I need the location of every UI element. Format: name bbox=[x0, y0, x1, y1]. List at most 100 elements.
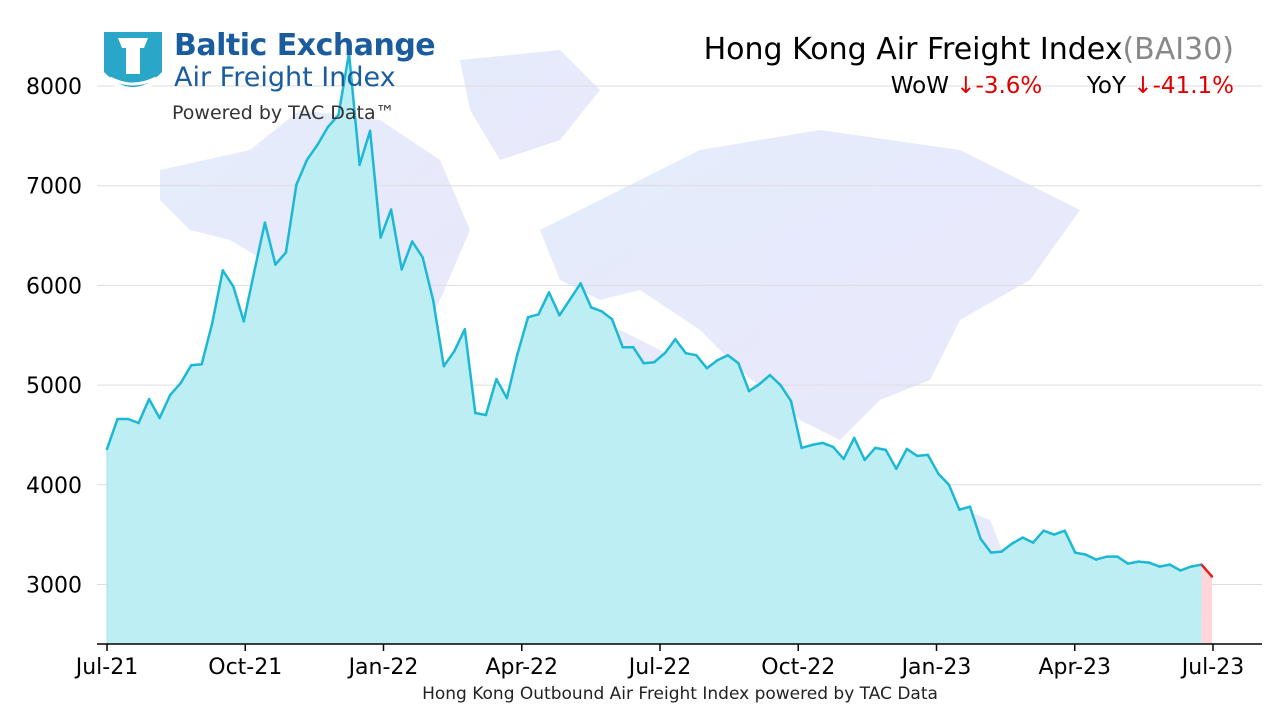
data-point bbox=[969, 505, 971, 508]
series-area-fill bbox=[107, 53, 1202, 645]
data-point bbox=[548, 291, 550, 294]
series-segment bbox=[379, 208, 393, 239]
series-segment bbox=[358, 129, 372, 167]
series-segment bbox=[1147, 561, 1161, 568]
series-segment bbox=[705, 358, 719, 370]
series-segment bbox=[810, 441, 824, 447]
series-segment bbox=[610, 318, 624, 349]
series-segment bbox=[158, 393, 172, 420]
y-tick-label: 5000 bbox=[26, 374, 82, 399]
latest-change-segment bbox=[1200, 563, 1214, 578]
data-point bbox=[1179, 569, 1182, 572]
series-segment bbox=[758, 373, 772, 386]
series-segment bbox=[579, 282, 593, 309]
data-point bbox=[316, 144, 319, 146]
data-point bbox=[264, 221, 266, 224]
series-segment bbox=[873, 446, 888, 452]
data-point bbox=[495, 378, 498, 380]
series-segment bbox=[137, 397, 151, 425]
series-segment bbox=[926, 453, 940, 476]
series-segment bbox=[1116, 555, 1130, 565]
series-segment bbox=[505, 352, 519, 400]
series-segment bbox=[295, 158, 309, 186]
series-segment bbox=[726, 353, 740, 365]
y-tick-label: 7000 bbox=[26, 175, 82, 200]
data-point bbox=[432, 299, 435, 302]
x-tick-label: Jan-22 bbox=[347, 655, 419, 680]
chart-header: Hong Kong Air Freight Index(BAI30) WoW ↓… bbox=[704, 32, 1234, 99]
series-segment bbox=[474, 411, 488, 417]
series-segment bbox=[1179, 565, 1193, 572]
data-point bbox=[779, 384, 782, 386]
series-segment bbox=[516, 316, 530, 356]
data-point bbox=[706, 367, 708, 370]
yoy-label: YoY bbox=[1086, 73, 1127, 99]
data-point bbox=[590, 306, 592, 309]
x-tick-label: Apr-23 bbox=[1038, 655, 1111, 680]
data-point bbox=[1063, 529, 1066, 532]
series-segment bbox=[1000, 542, 1014, 553]
latest-data-point bbox=[1211, 575, 1213, 578]
data-point bbox=[863, 459, 866, 461]
series-segment bbox=[526, 313, 540, 319]
series-segment bbox=[1084, 553, 1098, 561]
data-point bbox=[895, 468, 898, 470]
data-point bbox=[853, 437, 855, 439]
wow-label: WoW bbox=[890, 73, 949, 99]
x-tick-label: Jan-23 bbox=[900, 655, 972, 680]
data-point bbox=[1095, 558, 1097, 561]
series-segment bbox=[1021, 536, 1035, 544]
data-point bbox=[158, 417, 161, 419]
series-segment bbox=[989, 550, 1003, 554]
data-point bbox=[106, 448, 108, 450]
data-point bbox=[990, 551, 992, 554]
series-segment bbox=[495, 377, 509, 400]
data-point bbox=[579, 282, 582, 285]
series-segment bbox=[442, 349, 456, 368]
series-segment bbox=[695, 353, 709, 370]
series-segment bbox=[179, 363, 193, 385]
series-segment bbox=[389, 208, 403, 271]
y-tick-label: 4000 bbox=[26, 474, 82, 499]
data-point bbox=[1116, 555, 1119, 558]
series-segment bbox=[958, 505, 972, 511]
series-segment bbox=[126, 417, 140, 425]
data-point bbox=[200, 363, 203, 366]
lighthouse-icon bbox=[104, 32, 162, 91]
series-segment bbox=[1010, 536, 1024, 545]
baltic-exchange-logo: Baltic Exchange Air Freight Index Powere… bbox=[100, 28, 436, 128]
data-point bbox=[1106, 555, 1108, 558]
data-point bbox=[695, 354, 698, 357]
series-segment bbox=[884, 448, 898, 471]
series-segment bbox=[852, 436, 866, 462]
data-point bbox=[821, 442, 824, 444]
data-point bbox=[790, 400, 792, 402]
data-point bbox=[116, 418, 119, 420]
data-point bbox=[832, 446, 834, 448]
series-segment bbox=[368, 129, 382, 239]
series-segment bbox=[1031, 529, 1045, 544]
series-segment bbox=[979, 537, 993, 554]
series-segment bbox=[674, 337, 688, 355]
series-segment bbox=[242, 270, 256, 323]
x-tick-label: Apr-22 bbox=[485, 655, 558, 680]
data-point bbox=[537, 313, 540, 316]
series-segment bbox=[410, 240, 424, 259]
series-segment bbox=[905, 447, 919, 458]
x-tick-label: Jul-21 bbox=[74, 655, 138, 680]
data-point bbox=[1200, 563, 1203, 566]
x-tick-labels: Jul-21 Oct-21 Jan-22 Apr-22 Jul-22 Oct-22 Jan-… bbox=[74, 644, 1244, 680]
data-point bbox=[243, 320, 245, 323]
data-point bbox=[369, 130, 371, 132]
data-point bbox=[253, 270, 256, 273]
data-point bbox=[600, 310, 603, 313]
data-point bbox=[1011, 542, 1013, 545]
series-segment bbox=[1168, 563, 1182, 572]
data-point bbox=[664, 352, 666, 355]
x-tick-label: Jul-23 bbox=[1180, 655, 1244, 680]
series-segment bbox=[1137, 560, 1151, 564]
series-segment bbox=[431, 299, 446, 368]
data-point bbox=[211, 322, 213, 325]
chart-title-text: Hong Kong Air Freight Index bbox=[703, 32, 1123, 67]
